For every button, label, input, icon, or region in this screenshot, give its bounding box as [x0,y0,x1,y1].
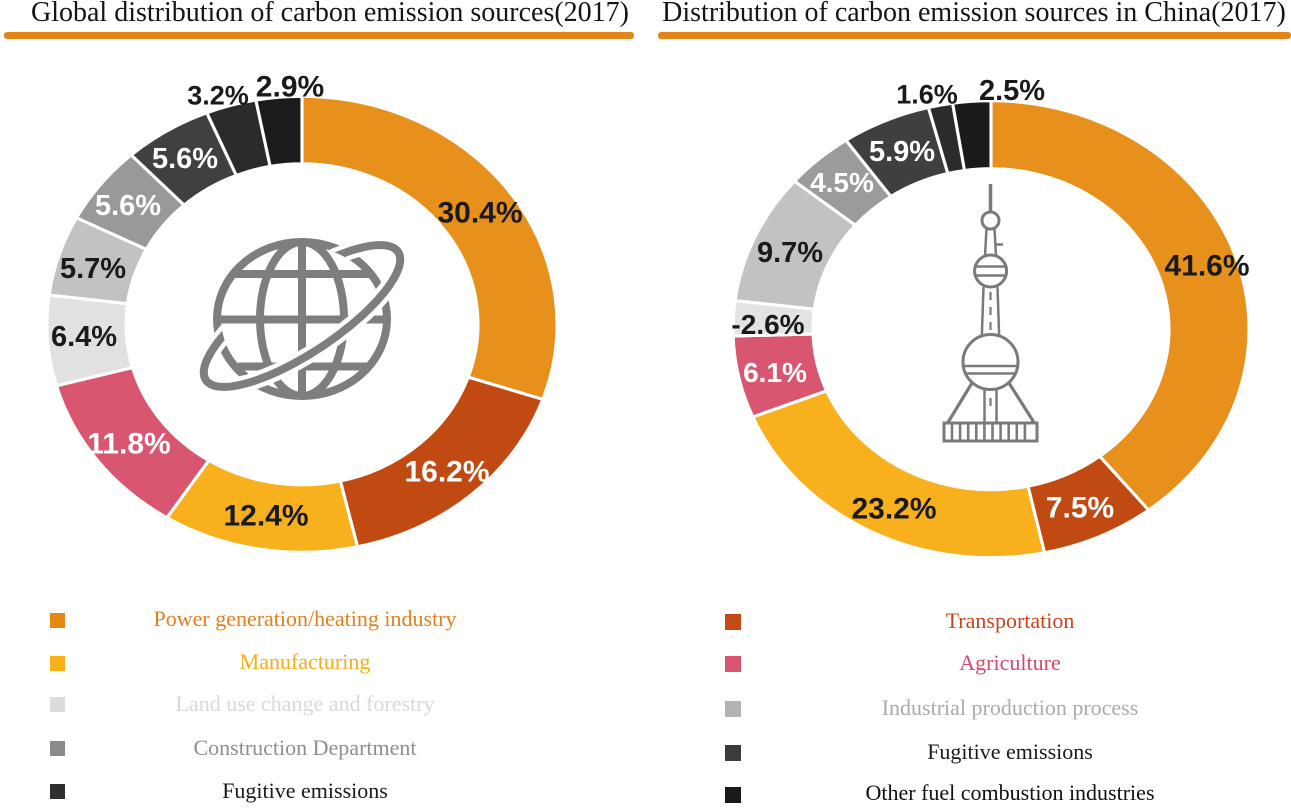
svg-text:-2.6%: -2.6% [731,309,804,340]
svg-text:23.2%: 23.2% [851,493,936,526]
svg-text:16.2%: 16.2% [404,456,489,489]
svg-text:2.9%: 2.9% [256,71,324,104]
svg-text:5.7%: 5.7% [60,253,126,285]
svg-text:11.8%: 11.8% [87,428,170,461]
svg-text:12.4%: 12.4% [223,500,308,533]
svg-text:4.5%: 4.5% [810,167,874,198]
svg-text:30.4%: 30.4% [437,197,522,230]
svg-text:2.5%: 2.5% [979,75,1045,107]
svg-text:6.4%: 6.4% [51,321,117,353]
svg-text:3.2%: 3.2% [187,81,249,111]
svg-text:1.6%: 1.6% [896,80,958,110]
svg-text:9.7%: 9.7% [757,237,823,269]
svg-text:5.9%: 5.9% [869,136,935,168]
svg-text:7.5%: 7.5% [1046,492,1114,525]
svg-text:41.6%: 41.6% [1164,250,1249,283]
svg-text:6.1%: 6.1% [743,357,807,388]
svg-text:5.6%: 5.6% [152,143,218,175]
svg-text:5.6%: 5.6% [95,190,161,222]
